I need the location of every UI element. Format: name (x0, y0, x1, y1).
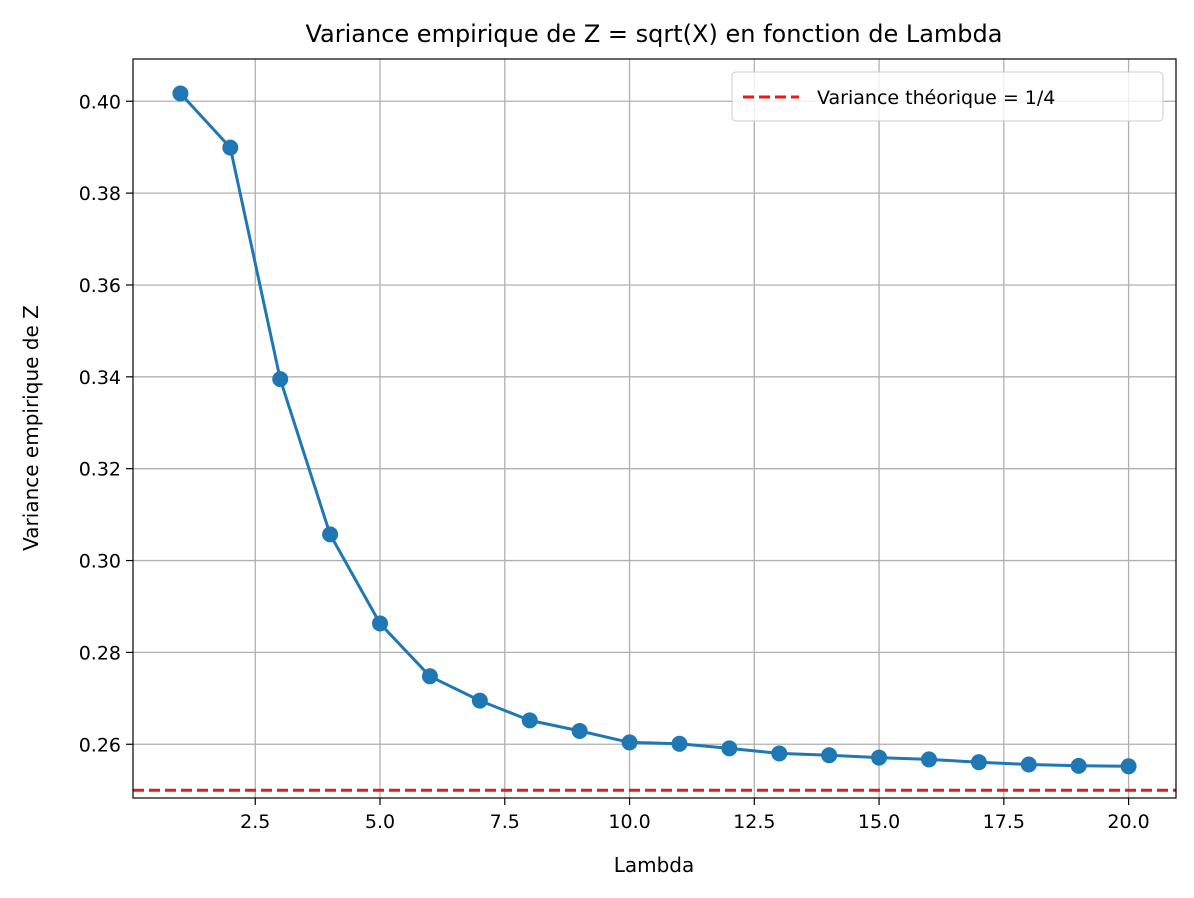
x-tick-label: 2.5 (240, 811, 270, 833)
x-tick-label: 5.0 (365, 811, 395, 833)
x-axis-ticks: 2.5 5.0 7.5 10.0 12.5 15.0 17.5 20.0 (240, 798, 1150, 833)
plot-frame (132, 58, 1177, 799)
data-point (172, 85, 189, 102)
y-tick-label: 0.38 (79, 183, 121, 205)
y-tick-label: 0.36 (79, 275, 121, 297)
data-point (272, 371, 289, 388)
y-axis-label: Variance empirique de Z (19, 305, 43, 551)
data-point (571, 722, 588, 739)
x-tick-label: 15.0 (858, 811, 900, 833)
data-point (1070, 757, 1087, 774)
series-group (172, 85, 1137, 775)
data-point (322, 526, 339, 543)
data-point (920, 751, 937, 768)
y-tick-label: 0.30 (79, 551, 121, 573)
data-point (421, 668, 438, 685)
data-point (372, 615, 389, 632)
data-point (1120, 758, 1137, 775)
legend-label: Variance théorique = 1/4 (817, 87, 1055, 109)
y-tick-label: 0.28 (79, 642, 121, 664)
grid (133, 59, 1176, 798)
x-axis-label: Lambda (614, 853, 695, 877)
y-tick-label: 0.26 (79, 734, 121, 756)
data-point (671, 735, 688, 752)
plot-area (133, 59, 1176, 798)
data-point (222, 139, 239, 156)
data-point (771, 745, 788, 762)
data-point (471, 692, 488, 709)
legend: Variance théorique = 1/4 (731, 71, 1164, 122)
x-tick-label: 17.5 (983, 811, 1025, 833)
y-tick-label: 0.40 (79, 91, 121, 113)
data-point (871, 749, 888, 766)
data-point (721, 740, 738, 757)
x-tick-label: 20.0 (1107, 811, 1149, 833)
chart-title: Variance empirique de Z = sqrt(X) en fon… (306, 20, 1003, 48)
y-tick-label: 0.32 (79, 459, 121, 481)
data-point (970, 754, 987, 771)
x-tick-label: 12.5 (733, 811, 775, 833)
data-point (621, 734, 638, 751)
data-point (821, 747, 838, 764)
x-tick-label: 7.5 (490, 811, 520, 833)
y-axis-ticks: 0.26 0.28 0.30 0.32 0.34 0.36 0.38 0.40 (79, 91, 133, 756)
series-line (179, 92, 1129, 768)
legend-box (731, 71, 1164, 122)
data-point (521, 712, 538, 729)
x-tick-label: 10.0 (608, 811, 650, 833)
y-tick-label: 0.34 (79, 367, 121, 389)
data-point (1020, 756, 1037, 773)
